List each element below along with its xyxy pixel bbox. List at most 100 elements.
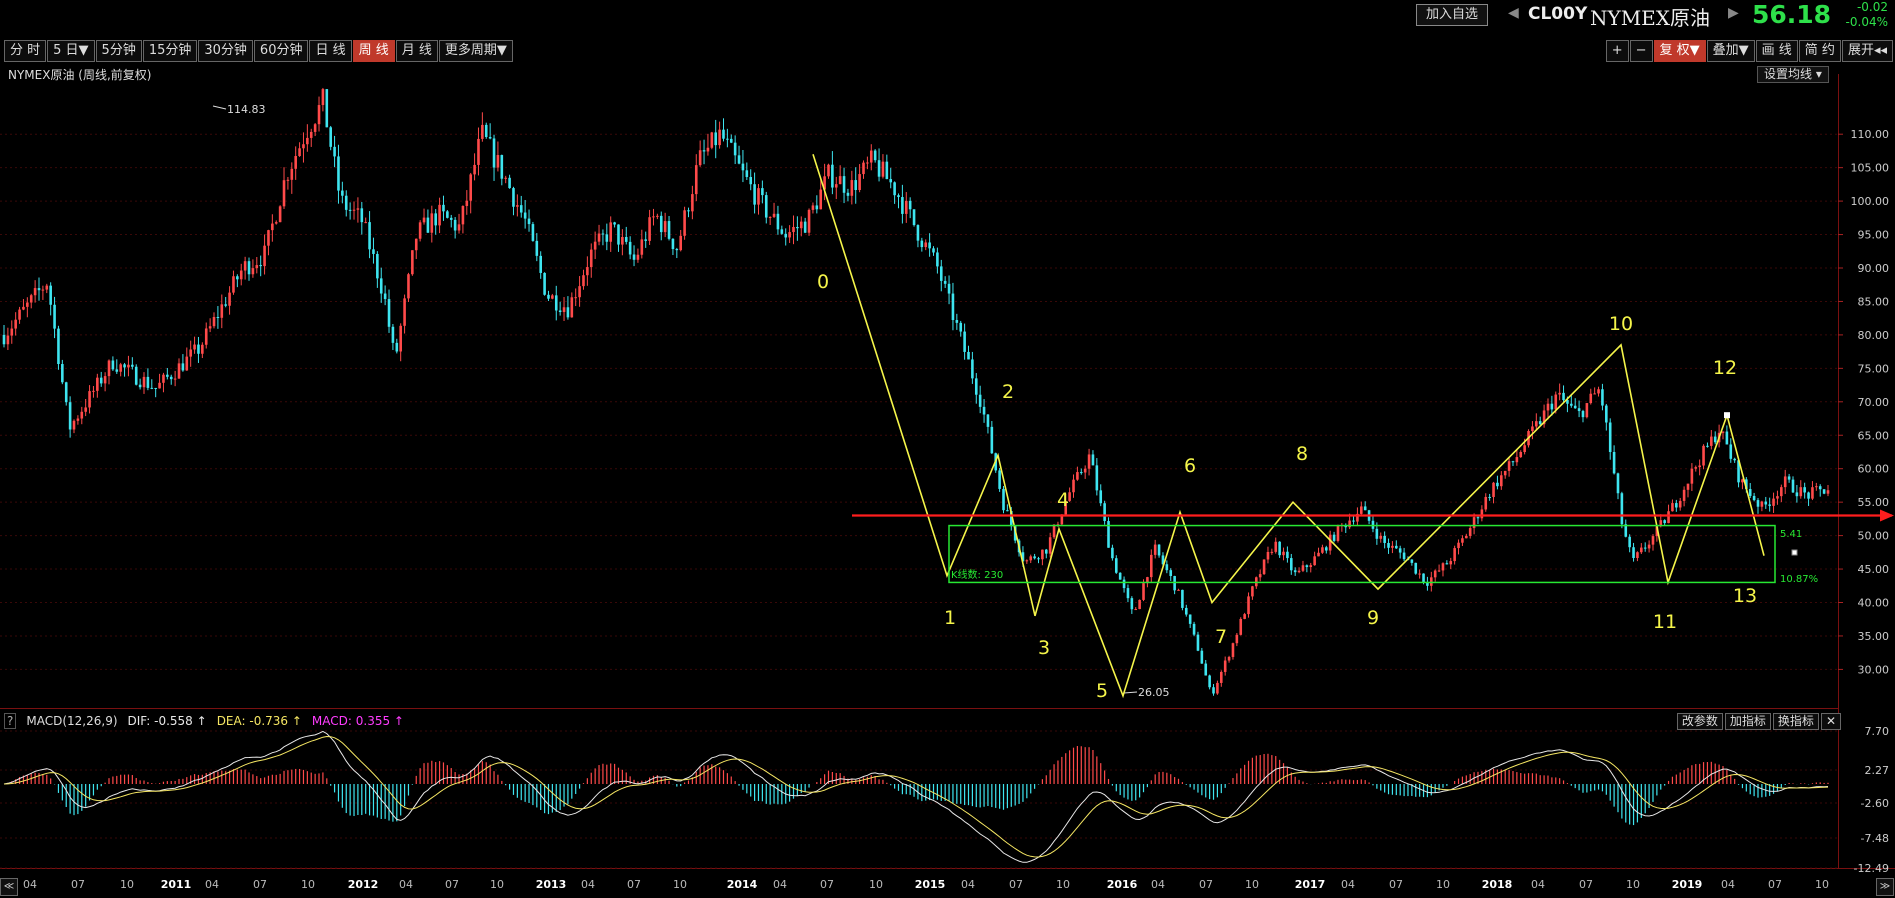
time-tick-label: 2017 xyxy=(1295,878,1326,891)
candle-body xyxy=(687,210,690,212)
period-button-7[interactable]: 周 线 xyxy=(352,40,395,62)
tool-button-5[interactable]: 简 约 xyxy=(1798,40,1841,62)
period-button-2[interactable]: 5分钟 xyxy=(95,40,142,62)
candle-body xyxy=(1367,510,1371,521)
tool-button-2[interactable]: 复 权▼ xyxy=(1653,40,1706,62)
candle-body xyxy=(582,275,585,287)
time-tick-label: 07 xyxy=(445,878,459,891)
candle-body xyxy=(1227,656,1231,661)
period-button-9[interactable]: 更多周期▼ xyxy=(438,40,513,62)
period-button-1[interactable]: 5 日▼ xyxy=(47,40,95,62)
candle-body xyxy=(150,387,154,389)
candle-body xyxy=(1581,411,1585,418)
candle-body xyxy=(1177,589,1180,591)
macd-tool-3[interactable]: ✕ xyxy=(1820,713,1841,730)
candle-body xyxy=(932,248,935,253)
candle-body xyxy=(1535,421,1538,427)
candle-body xyxy=(554,295,558,311)
scroll-right-icon[interactable]: ≫ xyxy=(1876,878,1894,896)
candle-body xyxy=(1196,634,1200,651)
candle-body xyxy=(982,406,986,415)
candle-body xyxy=(99,377,103,384)
candle-body xyxy=(372,249,375,254)
candle-body xyxy=(1402,552,1406,560)
set-ma-button[interactable]: 设置均线 ▾ xyxy=(1757,66,1829,83)
period-button-5[interactable]: 60分钟 xyxy=(253,40,309,62)
candle-body xyxy=(866,162,869,164)
candle-body xyxy=(527,218,531,225)
candle-body xyxy=(2,334,6,345)
time-tick-label: 10 xyxy=(1815,878,1829,891)
tool-button-0[interactable]: + xyxy=(1605,40,1629,62)
candle-body xyxy=(1379,535,1383,539)
candle-body xyxy=(1111,547,1114,559)
period-button-4[interactable]: 30分钟 xyxy=(198,40,253,62)
wave-label-11: 11 xyxy=(1653,611,1677,633)
candle-body xyxy=(236,276,239,280)
chart-tools: + − 复 权▼ 叠加▼ 画 线简 约展开◂◂ xyxy=(1605,40,1893,62)
candle-body xyxy=(1818,486,1822,490)
candle-body xyxy=(1748,489,1752,496)
candle-body xyxy=(733,142,737,156)
candle-body xyxy=(1488,496,1491,498)
time-tick-label: 2013 xyxy=(536,878,567,891)
candle-body xyxy=(1029,556,1033,561)
add-to-favorites-button[interactable]: 加入自选 xyxy=(1416,4,1488,26)
candle-body xyxy=(749,176,753,185)
candle-body xyxy=(449,217,453,220)
tool-button-4[interactable]: 画 线 xyxy=(1755,40,1798,62)
candle-body xyxy=(1398,548,1402,553)
prev-arrow-icon[interactable]: ◀ xyxy=(1508,5,1519,21)
candle-body xyxy=(263,245,266,267)
period-button-0[interactable]: 分 时 xyxy=(4,40,47,62)
help-icon[interactable]: ? xyxy=(4,713,17,729)
tool-button-6[interactable]: 展开◂◂ xyxy=(1841,40,1893,62)
candle-body xyxy=(1764,501,1768,505)
tool-button-3[interactable]: 叠加▼ xyxy=(1706,40,1755,62)
candle-body xyxy=(547,294,550,299)
wave-label-9: 9 xyxy=(1367,607,1379,629)
candle-body xyxy=(251,268,255,275)
candle-body xyxy=(274,222,278,224)
candle-body xyxy=(718,129,721,146)
wave-label-8: 8 xyxy=(1296,443,1308,465)
macd-tool-0[interactable]: 改参数 xyxy=(1676,713,1723,730)
wave-label-13: 13 xyxy=(1733,585,1757,607)
candle-body xyxy=(1146,577,1149,584)
candle-body xyxy=(1254,577,1258,587)
period-button-3[interactable]: 15分钟 xyxy=(142,40,198,62)
candle-body xyxy=(271,223,274,231)
period-button-8[interactable]: 月 线 xyxy=(395,40,438,62)
scroll-left-icon[interactable]: ≪ xyxy=(0,878,18,896)
candle-body xyxy=(1025,560,1029,562)
candle-body xyxy=(37,288,41,291)
candle-body xyxy=(1262,559,1266,575)
candle-body xyxy=(1647,544,1651,549)
candle-body xyxy=(1484,496,1488,510)
candle-body xyxy=(1247,596,1250,615)
candle-body xyxy=(1519,451,1523,458)
time-tick-label: 07 xyxy=(1009,878,1023,891)
chart-title: NYMEX原油 (周线,前复权) xyxy=(8,68,152,82)
wave-label-12: 12 xyxy=(1713,357,1737,379)
candle-body xyxy=(842,176,846,193)
candle-body xyxy=(146,376,150,388)
candle-body xyxy=(1422,573,1425,583)
candle-body xyxy=(1717,432,1721,443)
candle-body xyxy=(239,270,243,280)
candle-body xyxy=(1577,408,1581,412)
macd-tool-1[interactable]: 加指标 xyxy=(1724,713,1771,730)
candle-body xyxy=(1169,570,1173,577)
wave-label-10: 10 xyxy=(1609,313,1633,335)
candle-body xyxy=(1465,535,1468,539)
candle-body xyxy=(1041,549,1044,560)
candle-body xyxy=(1336,525,1340,541)
candle-body xyxy=(1492,482,1495,498)
candle-body xyxy=(1072,479,1075,493)
tool-button-1[interactable]: − xyxy=(1629,40,1653,62)
candle-body xyxy=(675,249,679,251)
period-button-6[interactable]: 日 线 xyxy=(309,40,352,62)
next-arrow-icon[interactable]: ▶ xyxy=(1728,5,1739,21)
candle-body xyxy=(788,232,791,238)
macd-tool-2[interactable]: 换指标 xyxy=(1772,713,1819,730)
